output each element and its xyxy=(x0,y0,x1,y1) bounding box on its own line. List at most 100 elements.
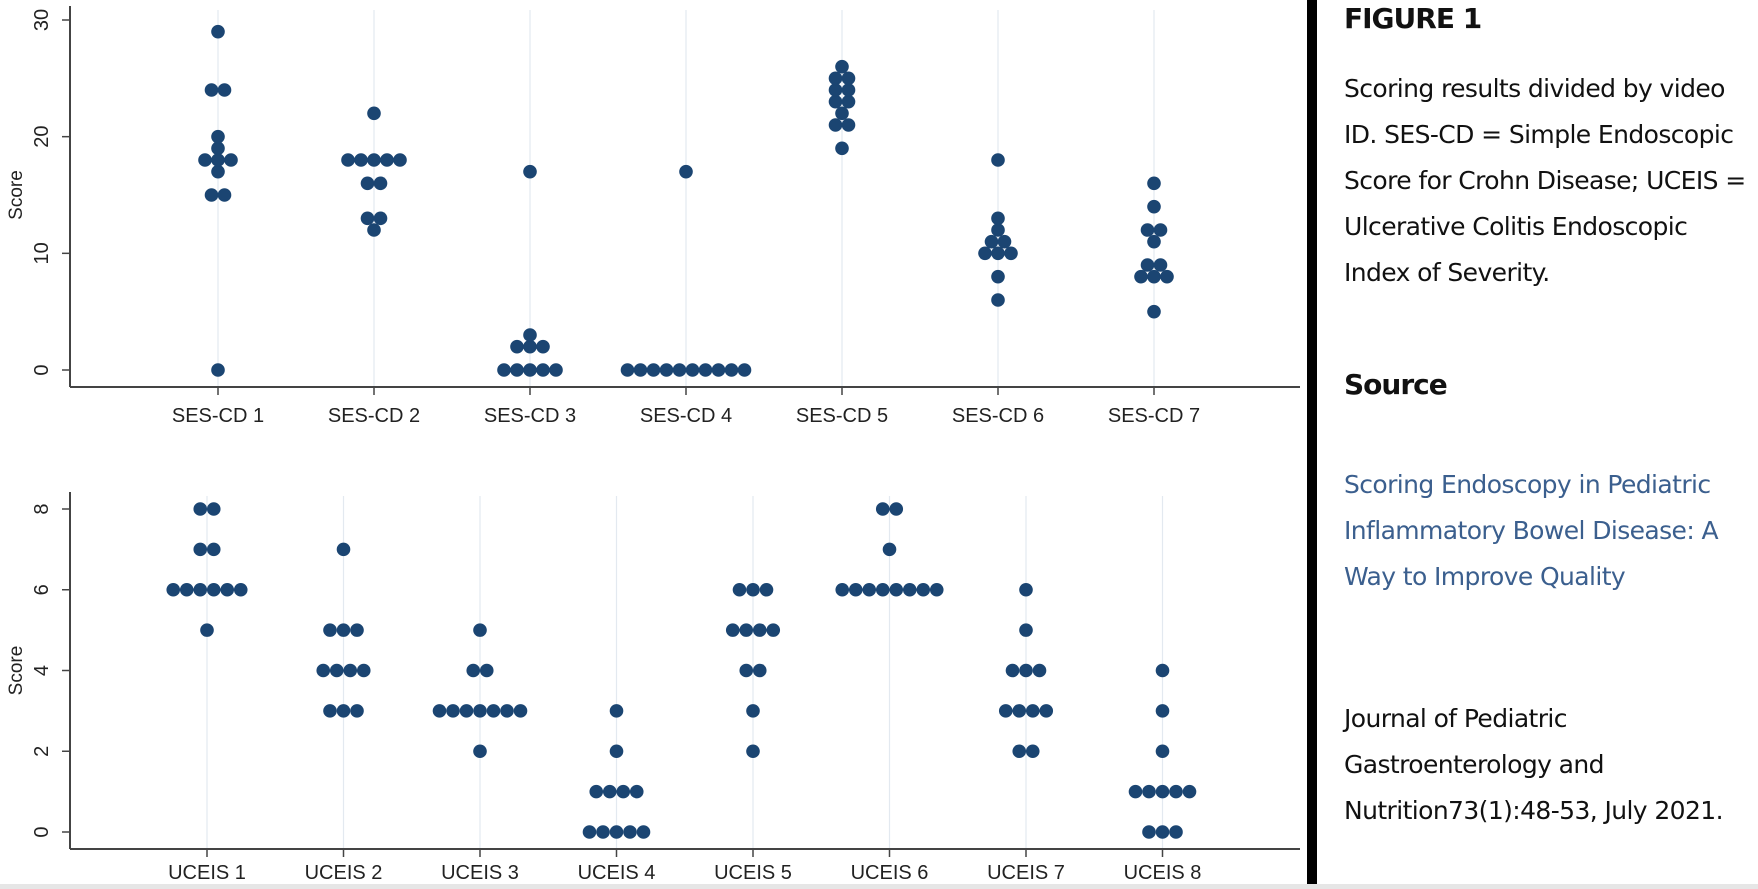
data-point xyxy=(233,582,248,597)
x-tick-label: UCEIS 5 xyxy=(714,862,792,884)
data-point xyxy=(217,83,232,97)
data-point xyxy=(523,363,537,377)
data-point xyxy=(889,582,904,597)
data-point xyxy=(882,542,897,557)
data-point xyxy=(1140,258,1155,272)
data-point xyxy=(1039,704,1054,718)
data-point xyxy=(889,502,904,516)
data-point xyxy=(356,663,371,678)
bottom-strip xyxy=(0,884,1758,889)
x-tick-label: UCEIS 6 xyxy=(851,862,929,884)
data-point xyxy=(752,623,767,637)
data-point xyxy=(991,153,1005,167)
data-point xyxy=(211,24,225,39)
y-tick-label: 2 xyxy=(31,746,53,757)
data-point xyxy=(1019,623,1033,637)
data-point xyxy=(336,623,351,637)
data-point xyxy=(862,582,877,597)
x-tick-label: UCEIS 7 xyxy=(987,862,1065,884)
data-point xyxy=(513,704,528,718)
data-point xyxy=(759,582,774,597)
data-point xyxy=(459,704,474,718)
data-point xyxy=(367,223,381,237)
data-point xyxy=(380,153,394,167)
data-point xyxy=(646,363,661,377)
data-point xyxy=(350,623,364,637)
data-point xyxy=(672,363,687,377)
y-tick-label: 20 xyxy=(31,126,53,148)
data-point xyxy=(659,363,674,377)
data-point xyxy=(835,59,849,74)
data-point xyxy=(336,704,351,718)
data-point xyxy=(746,744,760,759)
data-point xyxy=(432,704,447,718)
data-point xyxy=(609,704,624,718)
data-point xyxy=(204,83,219,97)
y-axis-label: Score xyxy=(6,170,27,220)
x-tick-label: SES-CD 2 xyxy=(328,405,420,427)
data-point xyxy=(220,582,235,597)
data-point xyxy=(752,663,767,678)
data-point xyxy=(510,363,524,377)
data-point xyxy=(739,623,754,637)
data-point xyxy=(1147,234,1161,249)
data-point xyxy=(329,663,344,678)
data-point xyxy=(991,269,1005,284)
data-point xyxy=(916,582,931,597)
y-tick-label: 8 xyxy=(31,503,53,514)
data-point xyxy=(725,623,740,637)
data-point xyxy=(367,153,381,167)
data-point xyxy=(354,153,368,167)
data-point xyxy=(875,582,890,597)
y-axis-label: Score xyxy=(6,646,27,696)
data-point xyxy=(1155,784,1170,799)
figure-caption: Scoring results divided by video ID. SES… xyxy=(1344,74,1746,287)
y-tick-label: 0 xyxy=(31,826,53,837)
data-point xyxy=(828,83,843,97)
data-point xyxy=(204,188,219,202)
data-point xyxy=(1182,784,1197,799)
data-point xyxy=(1147,199,1161,214)
x-tick-label: UCEIS 1 xyxy=(168,862,246,884)
data-point xyxy=(737,363,752,377)
data-point xyxy=(609,744,624,759)
data-point xyxy=(1147,176,1161,191)
data-point xyxy=(1142,784,1156,799)
journal-citation: Journal of Pediatric Gastroenterology an… xyxy=(1344,704,1724,825)
data-point xyxy=(497,363,511,377)
data-point xyxy=(623,825,637,839)
data-point xyxy=(698,363,713,377)
data-point xyxy=(206,502,221,516)
data-point xyxy=(991,293,1005,307)
data-point xyxy=(1140,223,1155,237)
data-point xyxy=(841,118,856,132)
data-point xyxy=(724,363,739,377)
data-point xyxy=(589,784,604,799)
data-point xyxy=(473,704,487,718)
data-point xyxy=(991,246,1005,261)
data-point xyxy=(711,363,726,377)
divider-bar xyxy=(1307,0,1317,884)
data-point xyxy=(466,663,481,678)
data-point xyxy=(633,363,648,377)
data-point xyxy=(193,582,208,597)
data-point xyxy=(523,164,537,179)
data-point xyxy=(211,153,225,167)
data-point xyxy=(636,825,651,839)
data-point xyxy=(373,176,388,191)
data-point xyxy=(1134,269,1148,284)
data-point xyxy=(341,153,355,167)
data-point xyxy=(393,153,407,167)
data-point xyxy=(1128,784,1143,799)
data-point xyxy=(510,339,524,354)
data-point xyxy=(1155,744,1170,759)
data-point xyxy=(523,339,537,354)
data-point xyxy=(998,704,1013,718)
data-point xyxy=(350,704,364,718)
data-point xyxy=(984,234,999,249)
data-point xyxy=(582,825,597,839)
data-point xyxy=(835,106,849,121)
data-point xyxy=(1160,269,1174,284)
source-article-link[interactable]: Scoring Endoscopy in Pediatric Inflammat… xyxy=(1344,470,1719,591)
data-point xyxy=(841,83,856,97)
